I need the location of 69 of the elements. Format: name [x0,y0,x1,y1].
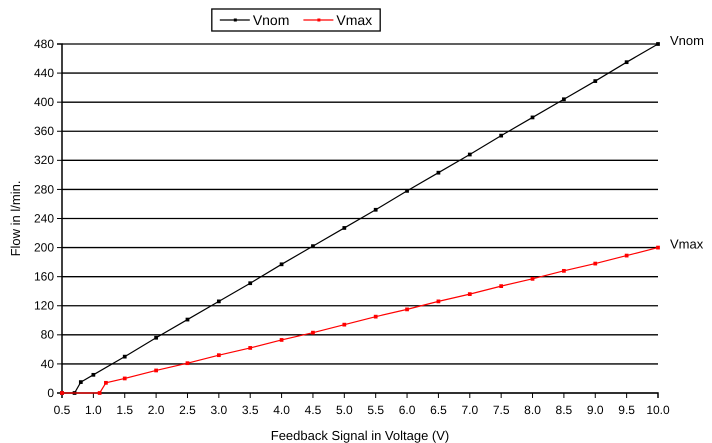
point [154,368,158,372]
point [78,380,83,384]
point [405,308,409,312]
y-tick-label: 320 [34,153,54,168]
y-tick-label: 0 [47,386,54,400]
y-tick-label: 280 [34,182,54,196]
x-tick-label: 8.0 [524,403,542,418]
y-tick-label: 40 [40,356,54,371]
point [436,170,440,175]
x-tick-label: 2.0 [148,403,165,418]
point [216,300,221,304]
x-axis-title: Feedback Signal in Voltage (V) [270,428,450,443]
point [280,338,284,342]
point [186,361,190,366]
x-tick-label: 9.5 [618,403,636,418]
x-tick-label: 9.0 [586,403,604,418]
point [499,284,504,288]
point [122,376,127,380]
point [436,300,440,304]
point [280,262,284,266]
x-tick-label: 4.5 [304,403,322,418]
y-tick-label: 480 [34,36,54,51]
point [530,116,534,120]
point [656,42,660,46]
legend-label: Vnom [252,12,290,28]
x-tick-label: 6.0 [398,403,416,418]
text: Vnom [670,33,704,48]
point [154,336,158,340]
y-tick-label: 360 [34,124,54,138]
point [656,246,660,250]
point [562,97,566,102]
point [248,346,252,350]
point [468,152,472,156]
y-tick-label: 200 [34,240,54,254]
y-tick-label: 80 [40,328,54,342]
x-tick-label: 8.5 [556,403,573,418]
point [98,391,102,395]
point [593,79,598,83]
y-tick-label: 240 [34,211,54,226]
x-tick-label: 2.5 [179,403,196,418]
point [468,292,472,296]
legend-label: Vmax [336,12,372,28]
y-tick-label: 440 [34,66,54,80]
point [499,134,504,138]
x-tick-label: 1.5 [116,403,134,418]
text: Vmax [670,236,704,252]
point [624,254,629,258]
x-tick-label: 1.0 [85,403,102,418]
x-tick-label: 6.5 [430,403,448,418]
x-tick-label: 10.0 [646,403,670,418]
point [104,380,108,385]
point [186,318,190,322]
point [593,262,598,266]
y-tick-label: 120 [34,298,54,313]
point [342,226,346,230]
point [562,268,566,273]
x-tick-label: 5.5 [367,403,384,418]
x-tick-label: 4.0 [273,403,290,418]
x-tick-label: 3.0 [210,403,228,418]
point [311,330,315,335]
y-axis-title: Flow in l/min. [8,180,23,256]
x-tick-label: 5.0 [336,403,353,418]
y-tick-label: 160 [34,270,54,284]
x-tick-label: 0.5 [54,403,71,418]
y-tick-label: 400 [34,95,54,110]
x-tick-label: 7.5 [492,403,510,418]
x-tick-label: 3.5 [242,403,259,418]
x-tick-label: 7.0 [461,403,478,418]
point [530,276,534,281]
